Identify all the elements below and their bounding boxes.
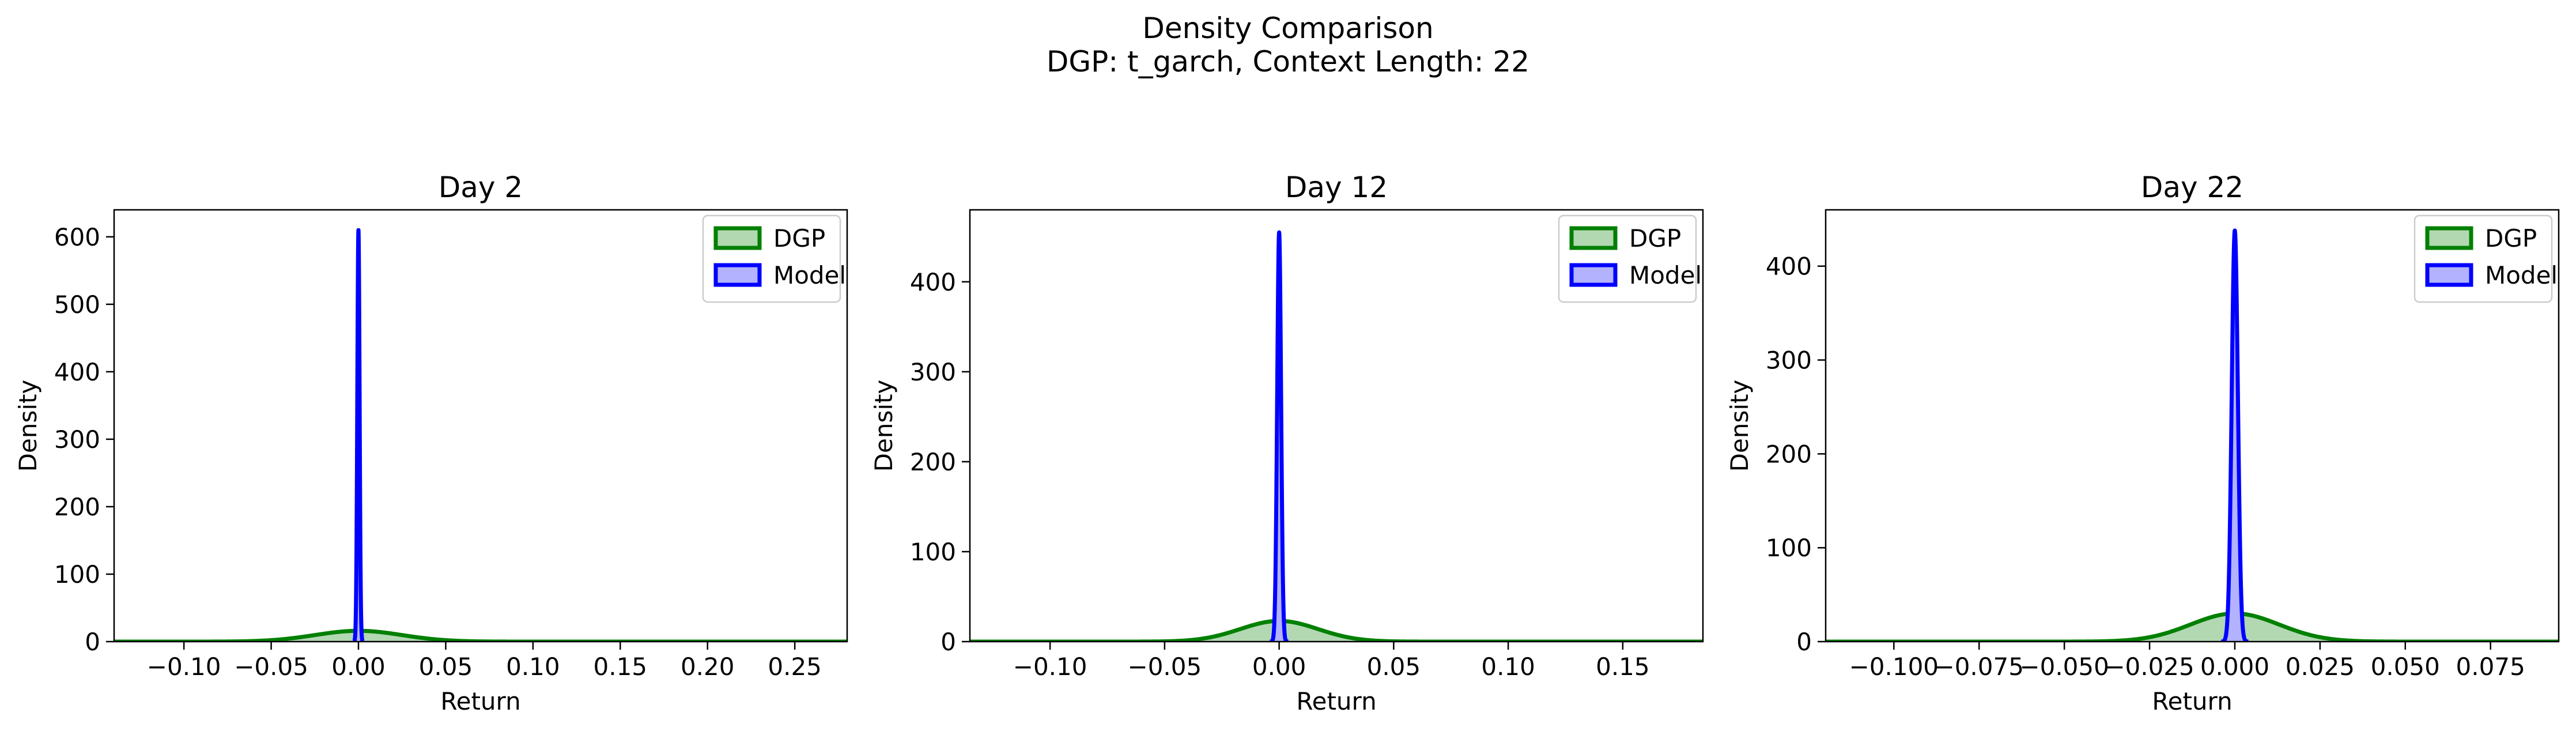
- x-tick-label: −0.10: [1013, 653, 1087, 681]
- y-axis-label: Density: [14, 380, 42, 472]
- subplot-2: Day 12 −0.10 −0.05 0.00 0.05 0.10 0.15 0 100 200 3…: [870, 171, 1704, 715]
- legend-label-dgp: DGP: [1629, 224, 1681, 252]
- y-tick-label: 300: [910, 358, 956, 386]
- subplot-1: Day 2 −0.10 −0.05 0.00 0.05 0.10 0.15 0.20 0.25 0…: [14, 171, 848, 715]
- x-axis-label: Return: [1296, 687, 1376, 715]
- subplot-3: Day 22 −0.100−0.075−0.050−0.025 0.000 0.025…: [1725, 171, 2560, 715]
- subplot-title: Day 12: [1285, 171, 1388, 204]
- axes-frame: [113, 209, 848, 643]
- x-tick-label: 0.075: [2456, 653, 2525, 681]
- legend-swatch-dgp: [1569, 226, 1618, 250]
- x-tick-label: −0.10: [147, 653, 221, 681]
- subplots: Day 2 −0.10 −0.05 0.00 0.05 0.10 0.15 0.20 0.25 0…: [14, 171, 2560, 715]
- legend-label-model: Model: [2485, 261, 2558, 289]
- figure-subtitle: DGP: t_garch, Context Length: 22: [1047, 45, 1529, 78]
- series-dgp-line: [1826, 611, 2559, 642]
- y-tick-label: 300: [54, 425, 100, 454]
- series-dgp-line: [970, 619, 1703, 642]
- series-model-line: [351, 228, 366, 642]
- y-axis-label: Density: [870, 380, 898, 472]
- x-tick-label: 0.05: [419, 653, 473, 681]
- subplot-title: Day 22: [2141, 171, 2243, 204]
- series-model-line: [2219, 228, 2251, 642]
- y-tick-label: 600: [54, 223, 100, 251]
- x-axis-label: Return: [440, 687, 520, 715]
- x-tick-label: −0.050: [2019, 653, 2109, 681]
- x-tick-label: 0.20: [681, 653, 735, 681]
- x-tick-label: −0.05: [1128, 653, 1202, 681]
- legend-swatch-dgp: [2425, 226, 2473, 250]
- x-tick-label: 0.10: [506, 653, 560, 681]
- y-tick-label: 400: [54, 358, 100, 386]
- legend-swatch-model: [1569, 263, 1618, 287]
- legend: DGP Model: [1558, 214, 1702, 303]
- y-tick-label: 100: [910, 538, 956, 566]
- x-tick-label: 0.15: [1596, 653, 1650, 681]
- legend: DGP Model: [2413, 214, 2558, 303]
- legend-label-dgp: DGP: [2485, 224, 2537, 252]
- y-tick-label: 100: [1766, 534, 1812, 562]
- series-dgp-line: [114, 628, 847, 642]
- x-tick-label: 0.050: [2371, 653, 2440, 681]
- y-tick-label: 0: [1796, 628, 1812, 656]
- series-model-area: [1270, 232, 1289, 642]
- legend: DGP Model: [702, 214, 846, 303]
- y-tick-label: 500: [54, 291, 100, 319]
- series-model-line: [1268, 230, 1290, 642]
- x-tick-label: 0.00: [331, 653, 386, 681]
- plot-area: [1826, 228, 2559, 642]
- x-tick-label: 0.00: [1252, 653, 1306, 681]
- x-axis-label: Return: [2152, 687, 2232, 715]
- y-tick-label: 200: [54, 493, 100, 521]
- legend-label-model: Model: [773, 261, 846, 289]
- y-tick-label: 200: [1766, 440, 1812, 468]
- legend-swatch-model: [2425, 263, 2473, 287]
- y-tick-label: 200: [910, 448, 956, 476]
- figure-title: Density Comparison: [1142, 12, 1433, 45]
- x-tick-label: 0.05: [1367, 653, 1421, 681]
- legend-label-dgp: DGP: [773, 224, 825, 252]
- legend-label-model: Model: [1629, 261, 1702, 289]
- x-tick-label: 0.025: [2286, 653, 2355, 681]
- series-dgp-area: [1826, 613, 2559, 642]
- y-tick-label: 100: [54, 560, 100, 589]
- series-model-area: [2221, 230, 2249, 642]
- y-axis-label: Density: [1725, 380, 1754, 472]
- series-dgp-area: [970, 621, 1703, 642]
- y-tick-label: 0: [940, 628, 956, 656]
- plot-area: [970, 230, 1703, 642]
- axes-frame: [969, 209, 1704, 643]
- y-tick-label: 300: [1766, 346, 1812, 375]
- x-tick-label: 0.15: [594, 653, 648, 681]
- x-tick-label: 0.000: [2200, 653, 2269, 681]
- x-tick-label: −0.100: [1849, 653, 1939, 681]
- y-tick-label: 0: [85, 628, 100, 656]
- x-tick-label: −0.075: [1935, 653, 2024, 681]
- x-tick-label: 0.10: [1481, 653, 1535, 681]
- subplot-title: Day 2: [439, 171, 523, 204]
- legend-swatch-model: [713, 263, 762, 287]
- y-tick-label: 400: [1766, 252, 1812, 281]
- legend-swatch-dgp: [713, 226, 762, 250]
- y-tick-label: 400: [910, 268, 956, 296]
- x-tick-label: −0.05: [234, 653, 308, 681]
- axes-frame: [1825, 209, 2560, 643]
- x-tick-label: −0.025: [2105, 653, 2194, 681]
- x-tick-label: 0.25: [768, 653, 822, 681]
